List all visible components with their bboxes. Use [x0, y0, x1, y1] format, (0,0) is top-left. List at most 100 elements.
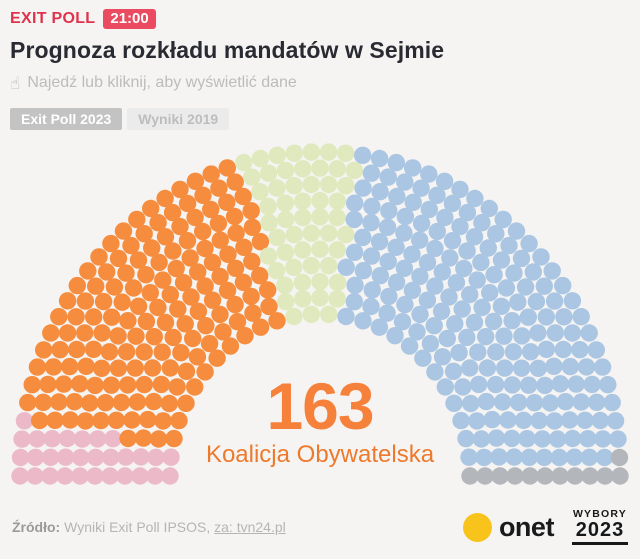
seat-dot[interactable] [345, 161, 364, 180]
seat-dot[interactable] [196, 239, 214, 258]
seat-dot[interactable] [520, 448, 538, 466]
seat-dot[interactable] [77, 357, 95, 375]
seat-dot[interactable] [268, 312, 286, 330]
seat-dot[interactable] [478, 359, 497, 377]
seat-dot[interactable] [41, 448, 60, 466]
seat-dot[interactable] [302, 143, 321, 161]
seat-dot[interactable] [163, 203, 182, 222]
seat-dot[interactable] [41, 467, 59, 485]
seat-dot[interactable] [444, 362, 463, 380]
seat-dot[interactable] [320, 256, 338, 275]
seat-dot[interactable] [363, 281, 381, 299]
seat-dot[interactable] [460, 448, 478, 466]
seat-dot[interactable] [161, 359, 179, 377]
seat-dot[interactable] [85, 308, 103, 326]
seat-dot[interactable] [396, 295, 414, 314]
seat-dot[interactable] [116, 467, 134, 485]
seat-dot[interactable] [194, 222, 212, 241]
seat-dot[interactable] [541, 394, 559, 412]
seat-dot[interactable] [228, 313, 247, 331]
seat-dot[interactable] [15, 412, 34, 430]
seat-dot[interactable] [354, 179, 372, 197]
party-section-0[interactable] [11, 412, 180, 485]
seat-dot[interactable] [500, 236, 518, 255]
seat-dot[interactable] [509, 393, 528, 412]
seat-dot[interactable] [370, 318, 389, 336]
seat-dot[interactable] [51, 341, 69, 359]
seat-dot[interactable] [294, 241, 312, 259]
seat-dot[interactable] [346, 194, 364, 212]
seat-dot[interactable] [490, 448, 508, 466]
seat-dot[interactable] [521, 343, 540, 361]
seat-dot[interactable] [551, 375, 569, 393]
seat-dot[interactable] [109, 327, 127, 345]
seat-dot[interactable] [260, 214, 278, 232]
party-section-3[interactable] [337, 146, 627, 467]
seat-dot[interactable] [337, 177, 355, 195]
seat-dot[interactable] [452, 411, 470, 430]
seat-dot[interactable] [458, 328, 476, 347]
seat-dot[interactable] [426, 363, 444, 381]
seat-dot[interactable] [276, 194, 294, 212]
seat-dot[interactable] [113, 293, 131, 311]
seat-dot[interactable] [337, 307, 355, 326]
seat-dot[interactable] [114, 222, 133, 240]
seat-dot[interactable] [243, 252, 261, 271]
seat-dot[interactable] [487, 343, 505, 361]
seat-dot[interactable] [50, 393, 68, 411]
seat-dot[interactable] [141, 284, 159, 302]
seat-dot[interactable] [468, 412, 486, 430]
seat-dot[interactable] [285, 144, 303, 162]
seat-dot[interactable] [221, 337, 240, 355]
seat-dot[interactable] [226, 295, 244, 314]
seat-dot[interactable] [337, 225, 355, 244]
seat-dot[interactable] [178, 232, 197, 250]
seat-dot[interactable] [177, 362, 196, 380]
seat-dot[interactable] [161, 467, 179, 485]
seat-dot[interactable] [143, 239, 161, 257]
seat-dot[interactable] [186, 208, 204, 227]
seat-dot[interactable] [176, 315, 194, 333]
seat-dot[interactable] [26, 448, 45, 467]
seat-dot[interactable] [171, 217, 189, 236]
seat-dot[interactable] [132, 448, 150, 466]
seat-dot[interactable] [71, 375, 89, 393]
seat-dot[interactable] [588, 393, 606, 411]
seat-dot[interactable] [119, 312, 137, 330]
seat-dot[interactable] [499, 411, 517, 429]
seat-dot[interactable] [447, 274, 466, 292]
seat-dot[interactable] [354, 312, 372, 330]
seat-dot[interactable] [396, 207, 415, 226]
seat-dot[interactable] [319, 143, 338, 161]
seat-dot[interactable] [362, 247, 381, 265]
seat-dot[interactable] [208, 349, 226, 367]
seat-dot[interactable] [259, 197, 277, 216]
seat-dot[interactable] [137, 266, 155, 284]
seat-dot[interactable] [98, 263, 116, 281]
seat-dot[interactable] [436, 208, 454, 227]
seat-dot[interactable] [433, 348, 452, 366]
seat-dot[interactable] [202, 165, 220, 183]
seat-dot[interactable] [189, 263, 207, 281]
seat-dot[interactable] [527, 292, 546, 311]
seat-dot[interactable] [92, 411, 110, 430]
seat-dot[interactable] [393, 313, 412, 331]
seat-dot[interactable] [56, 448, 75, 466]
seat-dot[interactable] [441, 249, 459, 267]
seat-dot[interactable] [537, 340, 556, 358]
seat-dot[interactable] [154, 412, 172, 430]
seat-dot[interactable] [579, 430, 597, 448]
seat-dot[interactable] [412, 179, 430, 197]
seat-dot[interactable] [386, 327, 404, 345]
seat-dot[interactable] [477, 328, 495, 346]
seat-dot[interactable] [594, 430, 612, 448]
seat-dot[interactable] [251, 233, 270, 251]
seat-dot[interactable] [328, 160, 346, 178]
seat-dot[interactable] [135, 225, 153, 243]
seat-dot[interactable] [506, 467, 524, 485]
seat-dot[interactable] [149, 430, 168, 448]
seat-dot[interactable] [119, 429, 137, 448]
tab-wyniki-2019[interactable]: Wyniki 2019 [127, 108, 230, 130]
seat-dot[interactable] [433, 263, 451, 281]
seat-dot[interactable] [73, 430, 92, 448]
